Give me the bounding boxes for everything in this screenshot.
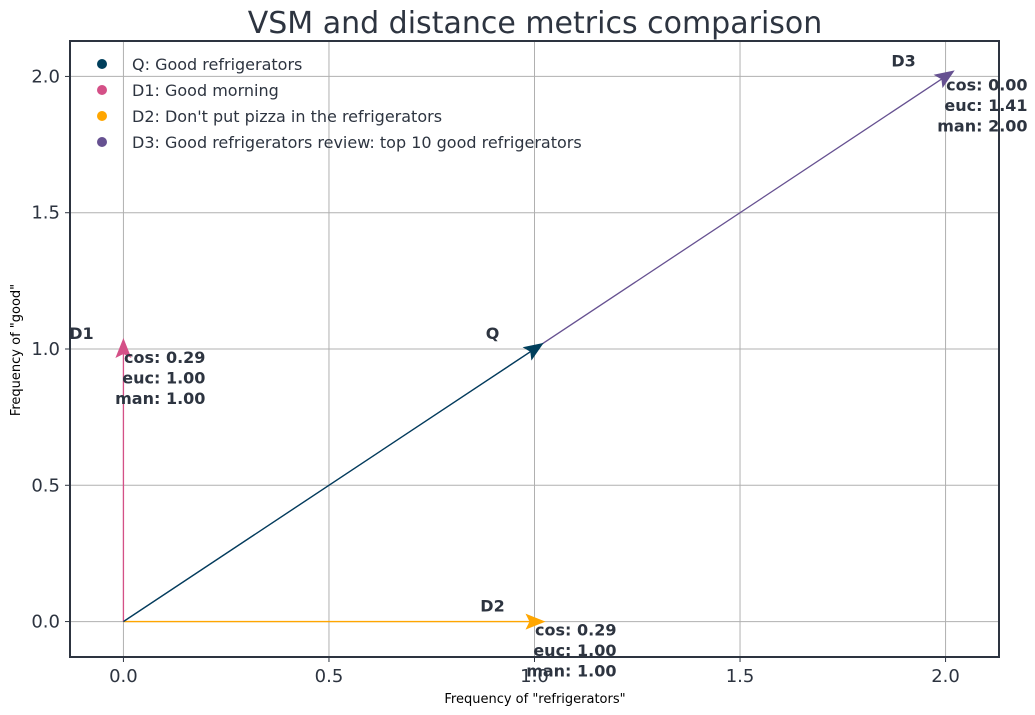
metric-annotation-d2: euc: 1.00 — [533, 641, 616, 660]
vector-label-d2: D2 — [480, 597, 504, 616]
legend-marker — [97, 111, 107, 121]
y-tick-label: 0.5 — [31, 475, 60, 496]
ticks: 0.0 0.5 1.0 1.5 2.0 0.0 0.5 1.0 1.5 2.0 — [31, 66, 960, 687]
metric-annotation-d1: euc: 1.00 — [122, 369, 205, 388]
x-tick-label: 0.0 — [109, 666, 138, 687]
legend-marker — [97, 137, 107, 147]
legend: Q: Good refrigerators D1: Good morning D2:… — [97, 55, 582, 152]
legend-marker — [97, 85, 107, 95]
metric-annotation-d1: man: 1.00 — [115, 389, 205, 408]
vector-q-arrowhead — [522, 342, 544, 361]
x-tick-label: 1.0 — [520, 666, 549, 687]
legend-entry: D3: Good refrigerators review: top 10 go… — [132, 133, 582, 152]
legend-entry: D2: Don't put pizza in the refrigerators — [132, 107, 442, 126]
x-tick-label: 1.5 — [726, 666, 755, 687]
vector-d1-arrowhead — [115, 338, 132, 358]
metric-annotation-d3: euc: 1.41 — [944, 96, 1027, 115]
x-axis-label: Frequency of "refrigerators" — [444, 692, 625, 707]
vector-label-d3: D3 — [891, 51, 915, 70]
legend-marker — [97, 59, 107, 69]
legend-entry: D1: Good morning — [132, 81, 279, 100]
chart-title: VSM and distance metrics comparison — [248, 6, 823, 41]
metric-annotation-d3: man: 2.00 — [937, 116, 1027, 135]
y-tick-label: 0.0 — [31, 612, 60, 633]
vector-d3-arrowhead — [933, 70, 955, 89]
legend-entry: Q: Good refrigerators — [132, 55, 302, 74]
x-tick-label: 2.0 — [931, 666, 960, 687]
vector-d2-arrowhead — [525, 613, 546, 630]
metric-annotation-d1: cos: 0.29 — [124, 348, 205, 367]
metric-annotation-d2: cos: 0.29 — [535, 621, 616, 640]
y-tick-label: 1.5 — [31, 203, 60, 224]
y-tick-label: 1.0 — [31, 339, 60, 360]
x-tick-label: 0.5 — [315, 666, 344, 687]
vector-q-shaft — [123, 348, 535, 623]
y-tick-label: 2.0 — [31, 66, 60, 87]
y-axis-label: Frequency of "good" — [9, 284, 24, 416]
metric-annotation-d2: man: 1.00 — [526, 662, 616, 681]
metric-annotation-d3: cos: 0.00 — [946, 75, 1027, 94]
vector-label-d1: D1 — [69, 324, 93, 343]
vector-label-q: Q — [486, 324, 500, 343]
